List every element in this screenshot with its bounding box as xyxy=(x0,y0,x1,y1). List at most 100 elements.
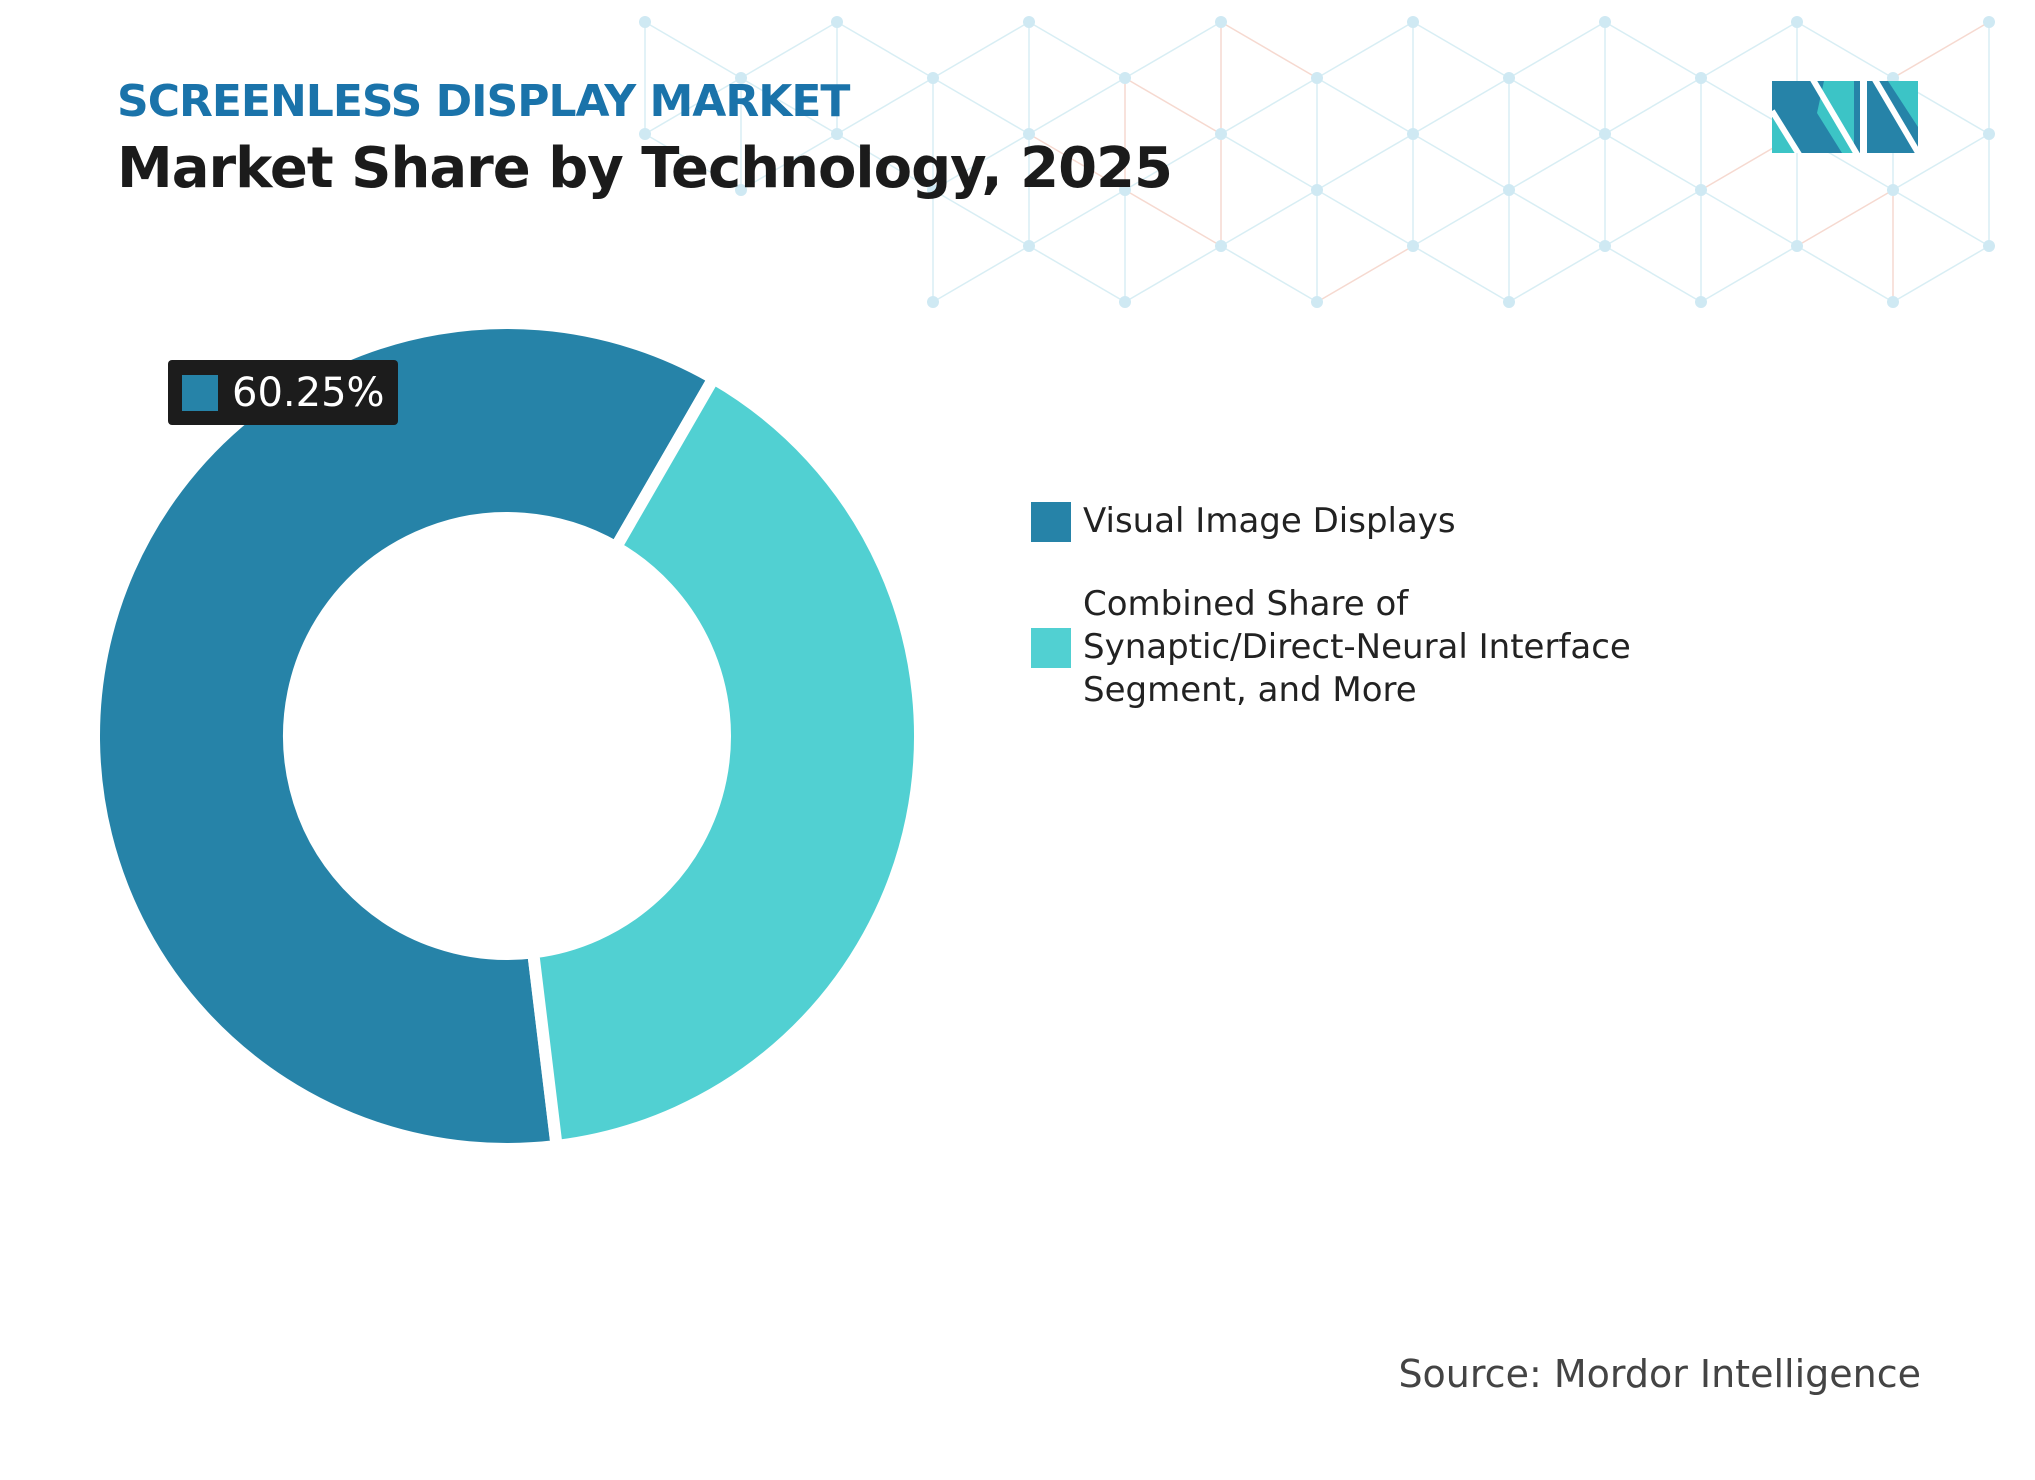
pattern-line xyxy=(644,77,742,135)
donut-slice xyxy=(88,317,722,1155)
pattern-node xyxy=(927,72,939,84)
pattern-line xyxy=(1316,21,1414,79)
pattern-node xyxy=(1119,72,1131,84)
pattern-line xyxy=(1028,133,1126,191)
data-label-callout: 60.25% xyxy=(168,360,398,425)
pattern-line xyxy=(1124,189,1222,247)
pattern-node xyxy=(1023,240,1035,252)
pattern-node xyxy=(639,16,651,28)
pattern-line xyxy=(1796,189,1894,247)
pattern-node xyxy=(927,296,939,308)
pattern-line xyxy=(836,77,934,135)
pattern-node xyxy=(1503,184,1515,196)
legend-swatch xyxy=(1031,627,1071,668)
chart-title: Market Share by Technology, 2025 xyxy=(117,136,1173,201)
callout-swatch xyxy=(182,374,218,411)
pattern-line xyxy=(1604,245,1702,303)
pattern-line xyxy=(932,189,1030,247)
pattern-line xyxy=(1604,21,1702,79)
legend: Visual Image Displays Combined Share of … xyxy=(1031,500,1723,752)
pattern-line xyxy=(1028,189,1126,247)
pattern-node xyxy=(735,184,747,196)
pattern-line xyxy=(1700,189,1798,247)
pattern-node xyxy=(1983,16,1995,28)
pattern-node xyxy=(1311,72,1323,84)
pattern-node xyxy=(735,72,747,84)
pattern-node xyxy=(1407,16,1419,28)
pattern-node xyxy=(1215,240,1227,252)
pattern-line xyxy=(740,133,838,191)
pattern-line xyxy=(644,21,742,79)
pattern-node xyxy=(1119,296,1131,308)
pattern-line xyxy=(1220,245,1318,303)
pattern-node xyxy=(1215,128,1227,140)
pattern-line xyxy=(1604,189,1702,247)
donut-chart xyxy=(88,317,926,1155)
pattern-line xyxy=(740,21,838,79)
pattern-line xyxy=(1220,133,1318,191)
pattern-line xyxy=(1028,21,1126,79)
pattern-line xyxy=(1796,21,1894,79)
pattern-node xyxy=(1599,240,1611,252)
pattern-node xyxy=(1407,240,1419,252)
pattern-line xyxy=(1892,189,1990,247)
pattern-line xyxy=(1316,77,1414,135)
pattern-node xyxy=(1503,72,1515,84)
pattern-line xyxy=(836,133,934,191)
pattern-line xyxy=(1412,21,1510,79)
pattern-line xyxy=(740,77,838,135)
pattern-line xyxy=(1508,189,1606,247)
pattern-line xyxy=(1508,21,1606,79)
pattern-line xyxy=(1316,189,1414,247)
pattern-line xyxy=(1892,133,1990,191)
pattern-line xyxy=(1412,133,1510,191)
mordor-intelligence-logo-icon xyxy=(1772,81,1918,153)
pattern-line xyxy=(1028,77,1126,135)
pattern-line xyxy=(1508,245,1606,303)
pattern-line xyxy=(1892,21,1990,79)
chart-kicker: SCREENLESS DISPLAY MARKET xyxy=(117,76,850,127)
pattern-node xyxy=(1215,16,1227,28)
pattern-node xyxy=(1407,128,1419,140)
pattern-node xyxy=(1695,72,1707,84)
pattern-node xyxy=(1599,128,1611,140)
pattern-line xyxy=(1700,245,1798,303)
legend-label: Visual Image Displays xyxy=(1083,501,1456,541)
pattern-line xyxy=(1508,133,1606,191)
pattern-node xyxy=(1311,296,1323,308)
pattern-line xyxy=(1028,245,1126,303)
pattern-node xyxy=(1695,296,1707,308)
pattern-node xyxy=(1023,128,1035,140)
pattern-line xyxy=(1220,189,1318,247)
pattern-line xyxy=(1892,245,1990,303)
pattern-line xyxy=(1604,133,1702,191)
legend-swatch xyxy=(1031,501,1071,542)
pattern-line xyxy=(1412,245,1510,303)
pattern-line xyxy=(932,21,1030,79)
pattern-line xyxy=(1220,77,1318,135)
source-note: Source: Mordor Intelligence xyxy=(1398,1352,1921,1396)
legend-label: Combined Share of Synaptic/Direct-Neural… xyxy=(1083,584,1631,710)
pattern-node xyxy=(1503,296,1515,308)
pattern-line xyxy=(1124,133,1222,191)
pattern-line xyxy=(1124,21,1222,79)
legend-item: Combined Share of Synaptic/Direct-Neural… xyxy=(1031,583,1723,712)
pattern-node xyxy=(1023,16,1035,28)
pattern-line xyxy=(1124,77,1222,135)
pattern-node xyxy=(1983,240,1995,252)
pattern-node xyxy=(1119,184,1131,196)
pattern-node xyxy=(927,184,939,196)
pattern-line xyxy=(1124,245,1222,303)
pattern-line xyxy=(1700,21,1798,79)
pattern-node xyxy=(1791,240,1803,252)
pattern-node xyxy=(831,128,843,140)
pattern-line xyxy=(1412,189,1510,247)
pattern-line xyxy=(932,245,1030,303)
pattern-node xyxy=(1599,16,1611,28)
donut-slice xyxy=(526,370,926,1153)
pattern-node xyxy=(639,128,651,140)
pattern-line xyxy=(1316,245,1414,303)
pattern-line xyxy=(836,21,934,79)
pattern-line xyxy=(1316,133,1414,191)
pattern-node xyxy=(1983,128,1995,140)
